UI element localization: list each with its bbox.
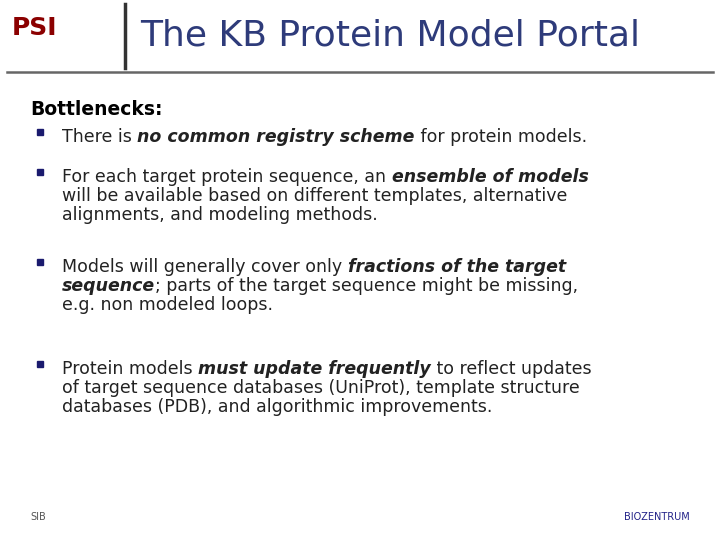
Text: BIOZENTRUM: BIOZENTRUM (624, 512, 690, 522)
Text: The KB Protein Model Portal: The KB Protein Model Portal (140, 19, 640, 53)
Text: of target sequence databases (UniProt), template structure: of target sequence databases (UniProt), … (62, 379, 580, 397)
Text: databases (PDB), and algorithmic improvements.: databases (PDB), and algorithmic improve… (62, 398, 492, 416)
Text: sequence: sequence (62, 277, 155, 295)
Text: e.g. non modeled loops.: e.g. non modeled loops. (62, 296, 273, 314)
Text: ensemble of models: ensemble of models (392, 168, 588, 186)
Text: Protein models: Protein models (62, 360, 198, 378)
Text: Bottlenecks:: Bottlenecks: (30, 100, 163, 119)
Text: must update frequently: must update frequently (198, 360, 431, 378)
Text: There is: There is (62, 128, 138, 146)
Text: For each target protein sequence, an: For each target protein sequence, an (62, 168, 392, 186)
Text: fractions of the target: fractions of the target (348, 258, 566, 276)
Text: SIB: SIB (30, 512, 46, 522)
Text: Models will generally cover only: Models will generally cover only (62, 258, 348, 276)
Text: PSI: PSI (12, 16, 58, 40)
Text: will be available based on different templates, alternative: will be available based on different tem… (62, 187, 567, 205)
Text: alignments, and modeling methods.: alignments, and modeling methods. (62, 206, 378, 224)
Text: no common registry scheme: no common registry scheme (138, 128, 415, 146)
Text: ; parts of the target sequence might be missing,: ; parts of the target sequence might be … (155, 277, 578, 295)
Text: to reflect updates: to reflect updates (431, 360, 592, 378)
Text: for protein models.: for protein models. (415, 128, 587, 146)
